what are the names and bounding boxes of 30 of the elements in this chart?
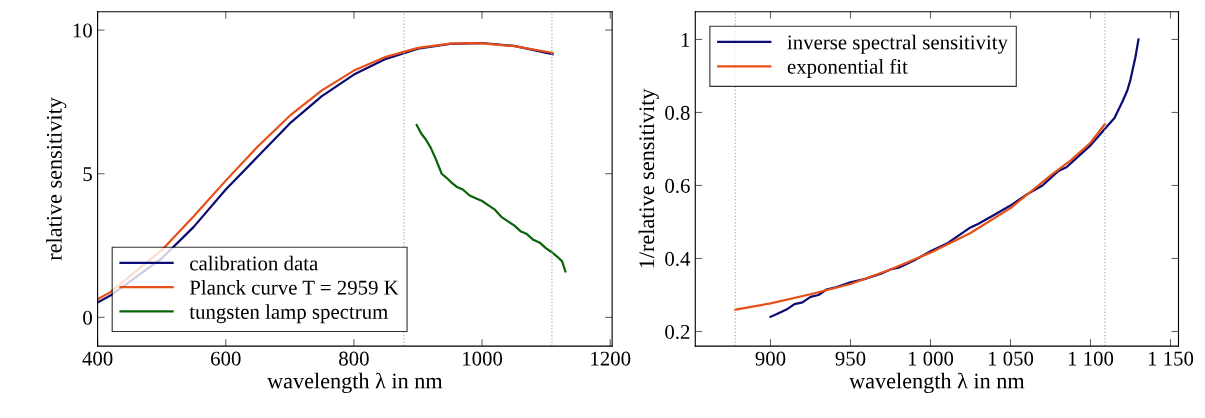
line-series xyxy=(415,123,567,273)
y-tick-label: 0.8 xyxy=(665,105,690,120)
x-tick-label: 600 xyxy=(211,351,241,366)
x-axis-title: wavelength λ in nm xyxy=(267,372,443,394)
x-tick-label: 1000 xyxy=(463,351,503,366)
y-tick-label: 5 xyxy=(83,167,92,182)
y-tick-label: 0.2 xyxy=(665,324,690,340)
legend-label: calibration data xyxy=(190,255,318,271)
legend-label: Planck curve T = 2959 K xyxy=(189,280,399,295)
x-tick-label: 1 150 xyxy=(1148,351,1194,366)
x-tick-label: 1 050 xyxy=(988,351,1034,366)
legend-label: inverse spectral sensitivity xyxy=(787,34,1008,54)
x-tick-label: 950 xyxy=(835,351,866,366)
y-tick-label: 10 xyxy=(73,23,92,38)
y-tick-label: 0.6 xyxy=(665,178,690,193)
y-axis-title: relative sensitivity xyxy=(46,97,67,261)
x-tick-label: 1 100 xyxy=(1068,351,1114,366)
y-axis-title: 1/relative sensitivity xyxy=(638,88,659,268)
x-tick-label: 1 000 xyxy=(908,351,954,366)
x-axis-title: wavelength λ in nm xyxy=(849,372,1025,394)
y-tick-label: 1 xyxy=(681,32,690,47)
x-tick-label: 800 xyxy=(339,351,369,366)
y-tick-label: 0.4 xyxy=(665,251,691,267)
x-tick-label: 400 xyxy=(82,351,113,366)
y-tick-label: 0 xyxy=(83,310,92,325)
legend-label: exponential fit xyxy=(787,58,908,79)
legend-label: tungsten lamp spectrum xyxy=(189,304,388,324)
x-tick-label: 1200 xyxy=(591,351,631,366)
line-series xyxy=(734,123,1106,311)
x-tick-label: 900 xyxy=(755,351,786,366)
